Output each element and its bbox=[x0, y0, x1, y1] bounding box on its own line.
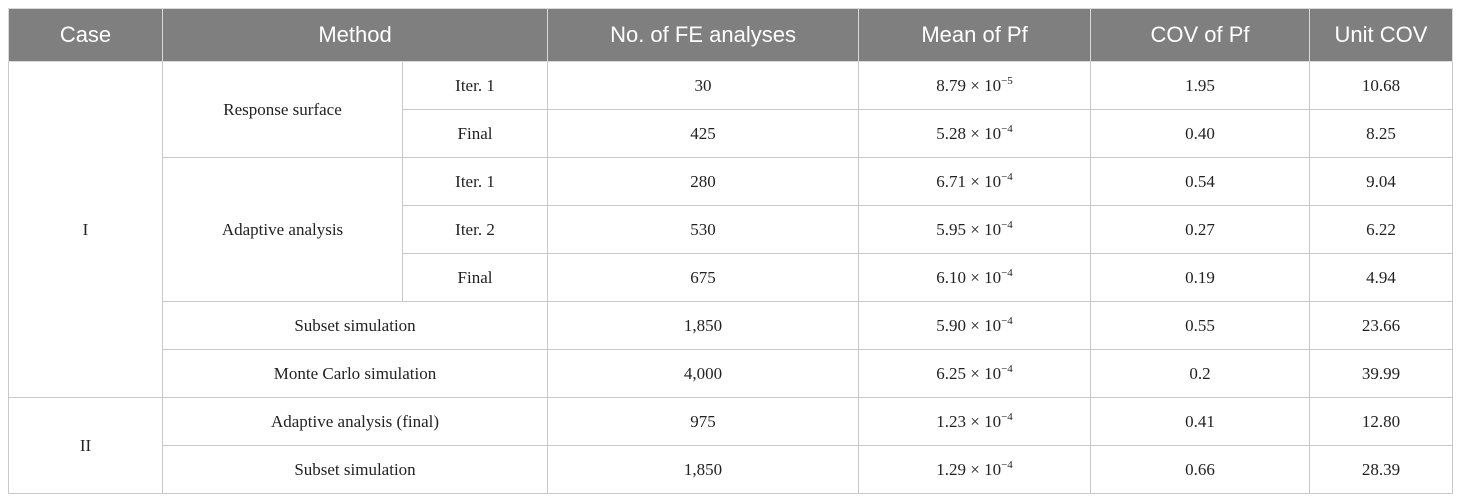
fe-cell: 425 bbox=[547, 109, 860, 158]
cov-cell: 0.19 bbox=[1090, 253, 1311, 302]
unit-cov-cell: 39.99 bbox=[1309, 349, 1454, 398]
iteration-cell: Iter. 1 bbox=[401, 157, 549, 206]
cov-cell: 0.66 bbox=[1090, 445, 1311, 494]
table-wrap: Case Method No. of FE analyses Mean of Pf CO… bbox=[8, 8, 1454, 494]
mean-base: 5.28 × 10 bbox=[936, 124, 1002, 143]
mean-base: 8.79 × 10 bbox=[936, 76, 1002, 95]
header-cell: COV of Pf bbox=[1090, 8, 1311, 62]
method-cell: Response surface bbox=[162, 61, 403, 158]
mean-exponent: −4 bbox=[1001, 219, 1013, 231]
fe-cell: 1,850 bbox=[547, 445, 860, 494]
cov-cell: 0.41 bbox=[1090, 397, 1311, 446]
table-row: Monte Carlo simulation 4,000 6.25 × 10−4 0.… bbox=[9, 349, 1454, 398]
mean-base: 1.23 × 10 bbox=[936, 412, 1002, 431]
table-row: Iter. 2 530 5.95 × 10−4 0.27 6.22 bbox=[9, 205, 1454, 254]
mean-exponent: −5 bbox=[1001, 75, 1013, 87]
iteration-cell: Final bbox=[401, 109, 549, 158]
method-cell: Adaptive analysis (final) bbox=[161, 397, 549, 446]
mean-exponent: −4 bbox=[1001, 363, 1013, 375]
mean-exponent: −4 bbox=[1001, 123, 1013, 135]
iteration-cell: Final bbox=[401, 253, 549, 302]
case-cell: II bbox=[8, 397, 163, 494]
fe-cell: 280 bbox=[547, 157, 860, 206]
mean-base: 5.95 × 10 bbox=[936, 220, 1002, 239]
header-cell: Unit COV bbox=[1309, 8, 1454, 62]
cov-cell: 0.27 bbox=[1090, 205, 1311, 254]
mean-base: 5.90 × 10 bbox=[936, 316, 1002, 335]
cov-cell: 1.95 bbox=[1090, 61, 1311, 110]
mean-cell: 8.79 × 10−5 bbox=[858, 61, 1092, 110]
table-row: Final 675 6.10 × 10−4 0.19 4.94 bbox=[9, 253, 1454, 302]
unit-cov-cell: 28.39 bbox=[1309, 445, 1454, 494]
mean-base: 6.25 × 10 bbox=[936, 364, 1002, 383]
fe-cell: 4,000 bbox=[547, 349, 860, 398]
header-row: Case Method No. of FE analyses Mean of Pf CO… bbox=[8, 8, 1454, 62]
mean-exponent: −4 bbox=[1001, 411, 1013, 423]
cov-cell: 0.54 bbox=[1090, 157, 1311, 206]
unit-cov-cell: 12.80 bbox=[1309, 397, 1454, 446]
header-cell: Mean of Pf bbox=[858, 8, 1092, 62]
mean-cell: 6.25 × 10−4 bbox=[858, 349, 1092, 398]
mean-cell: 5.90 × 10−4 bbox=[858, 301, 1092, 350]
table-row: Final 425 5.28 × 10−4 0.40 8.25 bbox=[9, 109, 1454, 158]
unit-cov-cell: 9.04 bbox=[1309, 157, 1454, 206]
mean-base: 6.71 × 10 bbox=[936, 172, 1002, 191]
header-cell: Case bbox=[8, 8, 163, 62]
table-row: II Adaptive analysis (final) 975 1.23 × 10−… bbox=[8, 397, 1454, 494]
cov-cell: 0.40 bbox=[1090, 109, 1311, 158]
case-cell: I bbox=[8, 61, 163, 398]
mean-cell: 1.23 × 10−4 bbox=[858, 397, 1092, 446]
mean-exponent: −4 bbox=[1001, 267, 1013, 279]
fe-cell: 1,850 bbox=[547, 301, 860, 350]
cov-cell: 0.2 bbox=[1090, 349, 1311, 398]
method-cell: Subset simulation bbox=[161, 301, 549, 350]
iteration-cell: Iter. 1 bbox=[401, 61, 549, 110]
mean-cell: 5.95 × 10−4 bbox=[858, 205, 1092, 254]
table-row: I Response surface Iter. 1 30 8.79 × 10−5 1.9… bbox=[8, 61, 1454, 398]
unit-cov-cell: 10.68 bbox=[1309, 61, 1454, 110]
results-table: Case Method No. of FE analyses Mean of Pf CO… bbox=[8, 8, 1454, 494]
method-cell: Subset simulation bbox=[161, 445, 549, 494]
method-cell: Monte Carlo simulation bbox=[161, 349, 549, 398]
fe-cell: 530 bbox=[547, 205, 860, 254]
mean-exponent: −4 bbox=[1001, 315, 1013, 327]
unit-cov-cell: 8.25 bbox=[1309, 109, 1454, 158]
mean-base: 6.10 × 10 bbox=[936, 268, 1002, 287]
unit-cov-cell: 23.66 bbox=[1309, 301, 1454, 350]
table-row: Adaptive analysis Iter. 1 280 6.71 × 10−4 0.… bbox=[9, 157, 1454, 302]
table-row: Subset simulation 1,850 1.29 × 10−4 0.66 28.… bbox=[9, 445, 1454, 494]
method-cell: Adaptive analysis bbox=[162, 157, 403, 302]
table-body: I Response surface Iter. 1 30 8.79 × 10−5 1.9… bbox=[8, 61, 1454, 494]
iteration-cell: Iter. 2 bbox=[401, 205, 549, 254]
header-cell: No. of FE analyses bbox=[547, 8, 860, 62]
mean-cell: 5.28 × 10−4 bbox=[858, 109, 1092, 158]
fe-cell: 675 bbox=[547, 253, 860, 302]
mean-base: 1.29 × 10 bbox=[936, 460, 1002, 479]
mean-cell: 6.71 × 10−4 bbox=[858, 157, 1092, 206]
cov-cell: 0.55 bbox=[1090, 301, 1311, 350]
fe-cell: 30 bbox=[547, 61, 860, 110]
header-cell: Method bbox=[161, 8, 549, 62]
mean-exponent: −4 bbox=[1001, 459, 1013, 471]
table-row: Subset simulation 1,850 5.90 × 10−4 0.55 23.… bbox=[9, 301, 1454, 350]
mean-cell: 1.29 × 10−4 bbox=[858, 445, 1092, 494]
mean-cell: 6.10 × 10−4 bbox=[858, 253, 1092, 302]
unit-cov-cell: 4.94 bbox=[1309, 253, 1454, 302]
mean-exponent: −4 bbox=[1001, 171, 1013, 183]
fe-cell: 975 bbox=[547, 397, 860, 446]
unit-cov-cell: 6.22 bbox=[1309, 205, 1454, 254]
